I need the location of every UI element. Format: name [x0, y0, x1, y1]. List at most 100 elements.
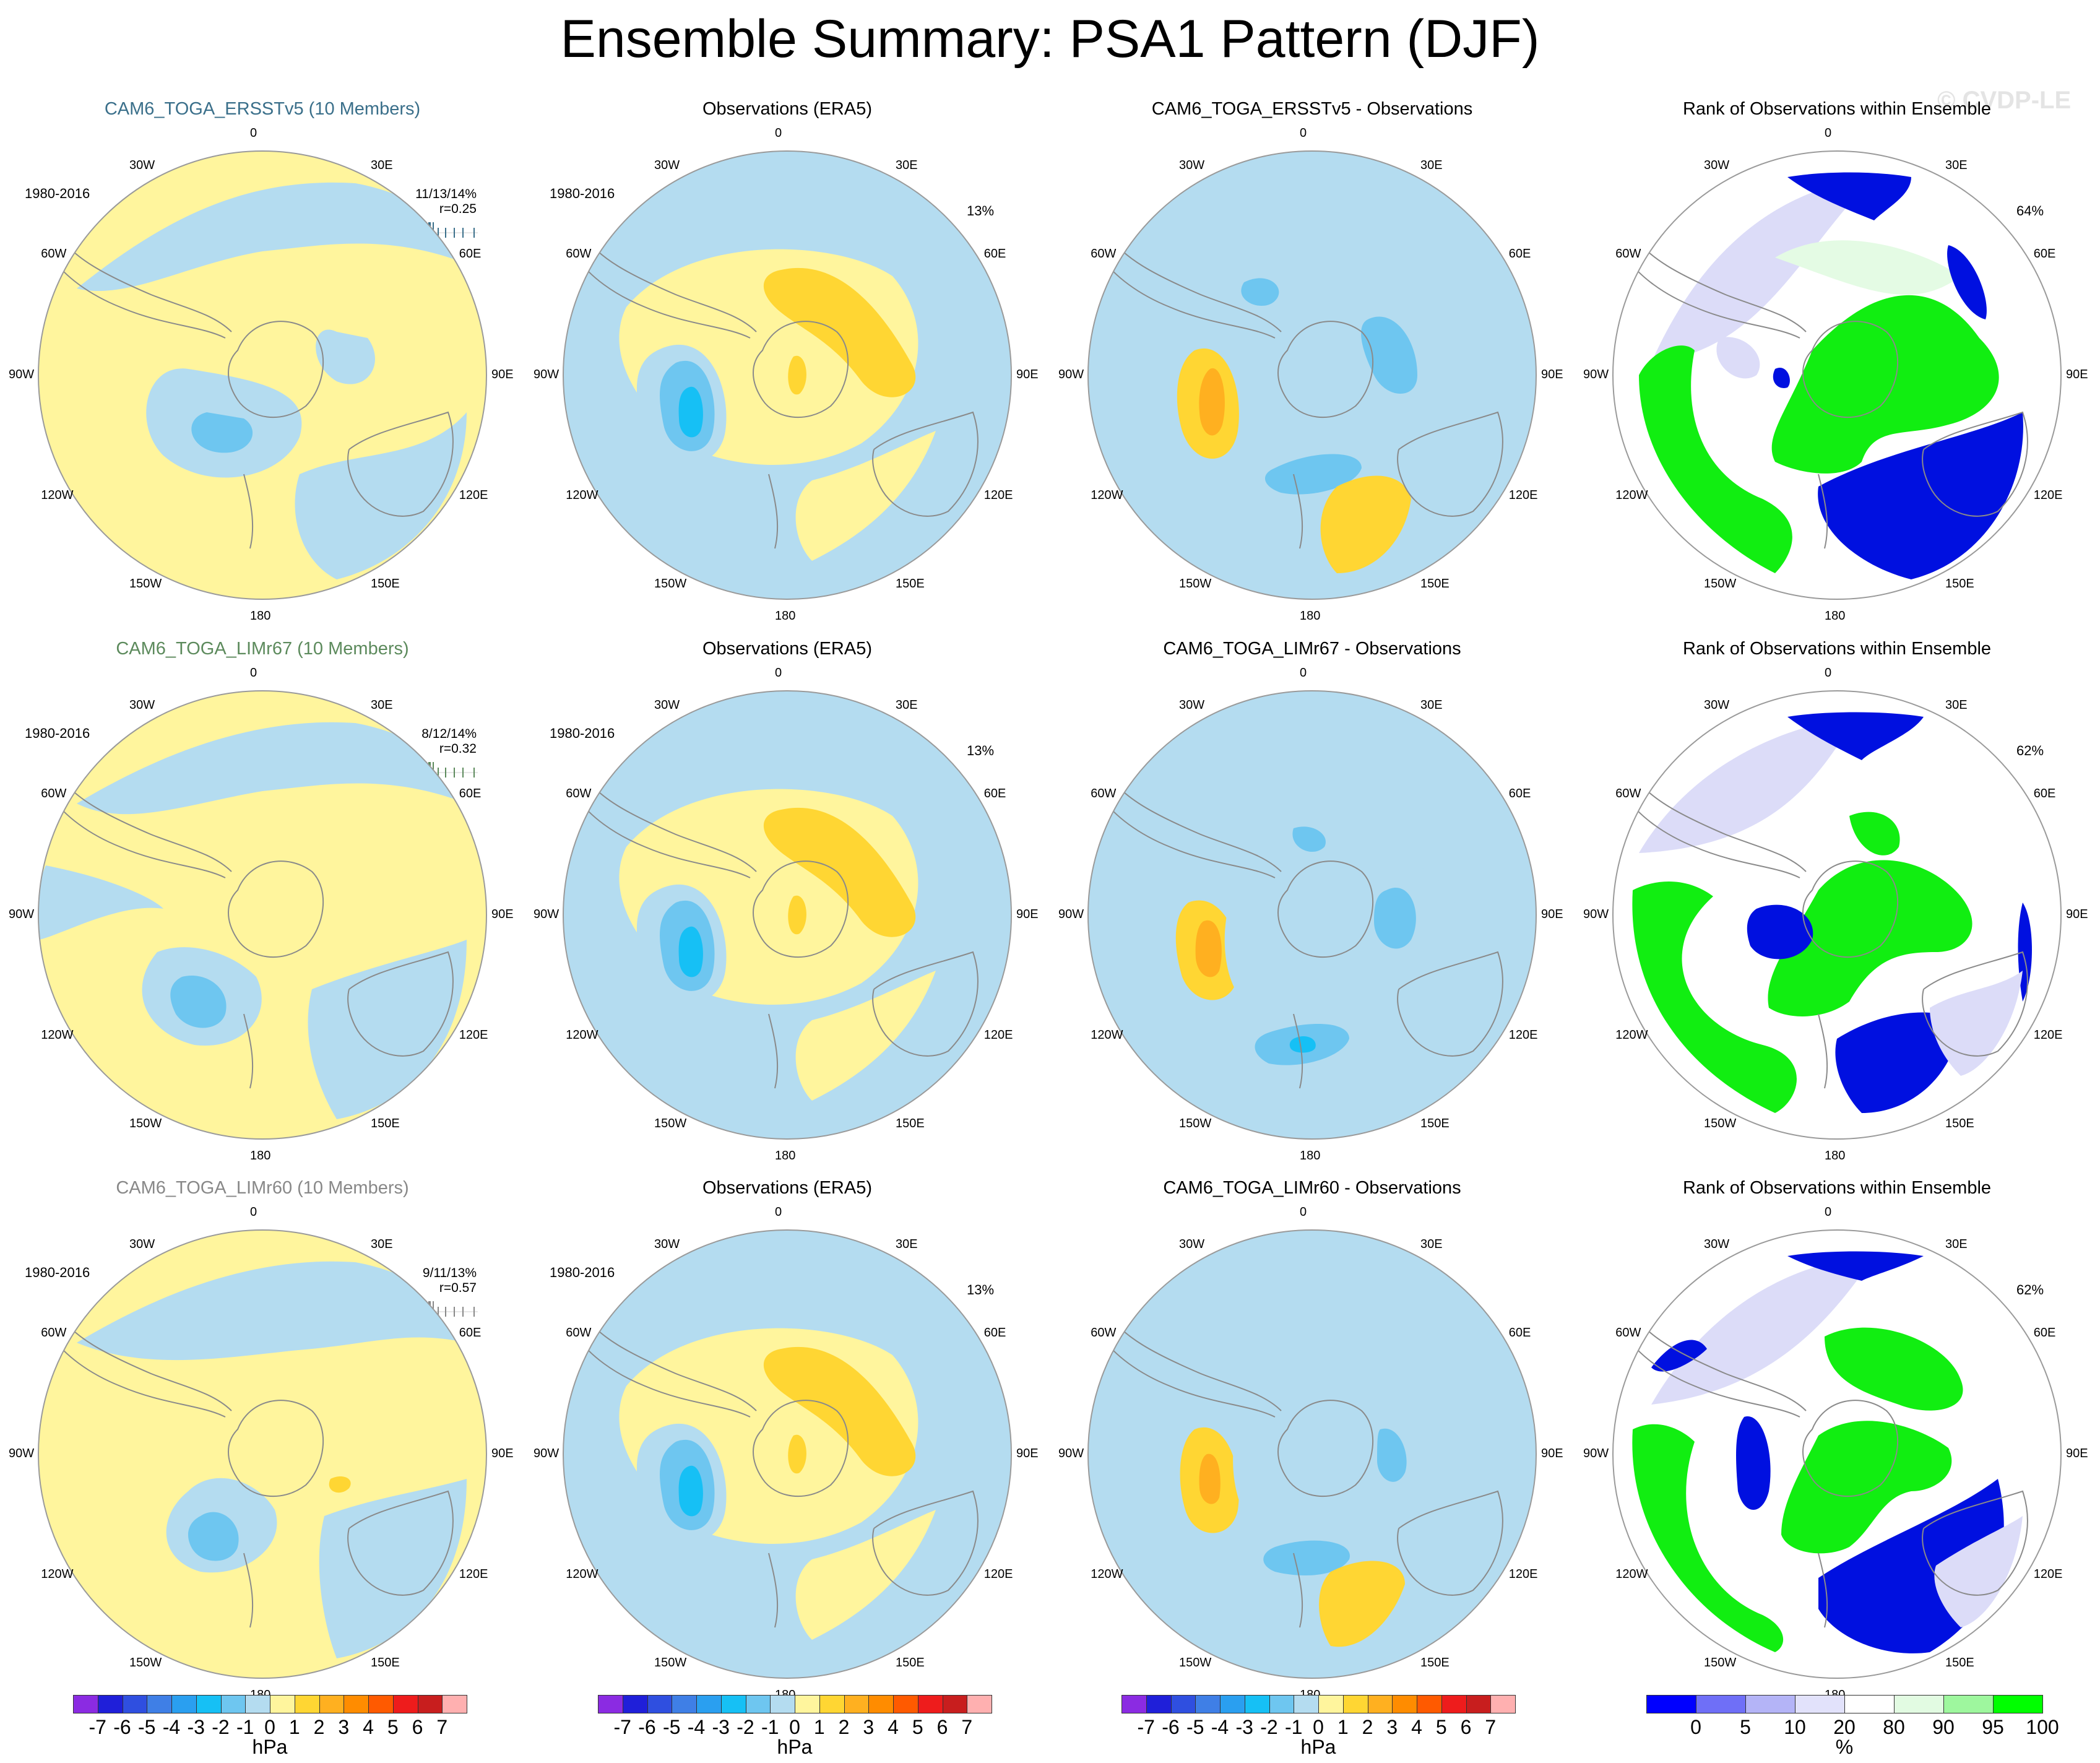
longitude-label: 120E [983, 488, 1013, 502]
panel-title: Rank of Observations within Ensemble [1682, 1178, 1992, 1198]
longitude-label: 30E [1420, 1237, 1443, 1252]
panel-rank-row2: Rank of Observations within Ensemble 62% 0… [1575, 639, 2099, 1177]
longitude-label: 60W [41, 787, 67, 800]
colorbar-tick-label: 20 [1833, 1716, 1856, 1738]
colorbar-swatch [220, 1695, 246, 1713]
colorbar-swatch [1269, 1695, 1295, 1713]
longitude-label: 60E [1508, 1326, 1531, 1340]
colorbar-tick-label: -7 [89, 1716, 106, 1738]
longitude-label: 120E [2033, 1028, 2063, 1042]
longitude-label: 30W [1704, 698, 1730, 713]
panel-title: Rank of Observations within Ensemble [1682, 639, 1992, 659]
longitude-label: 120E [1508, 1028, 1538, 1042]
colorbar-swatch [245, 1695, 270, 1713]
longitude-label: 30W [654, 698, 680, 713]
longitude-label: 60E [983, 787, 1006, 800]
ensemble-stats-label: 9/11/13% [422, 1266, 477, 1280]
colorbar-unit-label: hPa [1300, 1736, 1336, 1758]
longitude-label: 90E [2066, 907, 2088, 921]
panel-rank-row1: Rank of Observations within Ensemble 64% 0… [1575, 99, 2099, 638]
panel-observations-row3: Observations (ERA5) 1980-2016 13% 0 30E 60E 90… [525, 1178, 1050, 1717]
longitude-label: 30E [371, 698, 393, 713]
panel-difference-row1: CAM6_TOGA_ERSSTv5 - Observations 0 30E 60E 9… [1050, 99, 1575, 638]
period-label: 1980-2016 [550, 1265, 615, 1280]
longitude-label: 150W [1179, 576, 1212, 591]
longitude-label: 120E [459, 488, 488, 502]
polar-map [38, 150, 487, 600]
period-label: 1980-2016 [25, 1265, 90, 1280]
colorbar-swatch [196, 1695, 222, 1713]
longitude-label: 180 [1825, 609, 1846, 623]
longitude-label: 0 [250, 666, 257, 680]
longitude-label: 120E [459, 1567, 488, 1581]
percent-variance-label: 62% [2016, 1282, 2044, 1297]
longitude-label: 150W [1179, 1655, 1212, 1670]
longitude-label: 150E [1945, 1116, 1974, 1130]
longitude-label: 90E [2066, 1447, 2088, 1460]
panel-title: CAM6_TOGA_ERSSTv5 - Observations [1151, 99, 1473, 119]
colorbar-tick-label: 3 [1386, 1716, 1398, 1738]
percent-variance-label: 13% [967, 1282, 995, 1297]
colorbar-unit-label: hPa [777, 1736, 813, 1758]
longitude-label: 90E [1541, 368, 1563, 381]
longitude-label: 150W [129, 576, 162, 591]
colorbar-tick-label: -4 [1211, 1716, 1229, 1738]
colorbar-tick-label: -1 [761, 1716, 779, 1738]
colorbar-swatch [942, 1695, 968, 1713]
longitude-label: 150E [896, 1116, 925, 1130]
pattern-correlation-label: r=0.32 [439, 742, 477, 756]
longitude-label: 60E [983, 1326, 1006, 1340]
longitude-label: 30W [1179, 158, 1205, 173]
polar-map [563, 690, 1012, 1140]
colorbar-unit-label: % [1835, 1736, 1854, 1758]
longitude-label: 60E [459, 1326, 482, 1340]
longitude-label: 60W [566, 247, 592, 261]
longitude-label: 90W [1058, 1447, 1084, 1460]
colorbar-swatch [122, 1695, 148, 1713]
longitude-label: 120W [566, 488, 598, 502]
longitude-label: 150E [371, 1116, 400, 1130]
longitude-label: 120W [1615, 1028, 1648, 1042]
percent-variance-label: 13% [967, 203, 995, 219]
longitude-label: 120E [983, 1028, 1013, 1042]
longitude-label: 0 [775, 666, 782, 680]
colorbar-tick-label: -3 [187, 1716, 205, 1738]
colorbar-swatch [270, 1695, 295, 1713]
colorbar-tick-label: 5 [1740, 1716, 1751, 1738]
colorbar-tick-label: 6 [936, 1716, 948, 1738]
colorbar-tick-label: -5 [663, 1716, 681, 1738]
colorbar-rank: 0 5 10 20 80 90 95 100% [1646, 1695, 2059, 1763]
colorbar-tick-label: 0 [789, 1716, 800, 1738]
longitude-label: 60E [2033, 1326, 2056, 1340]
panel-title: CAM6_TOGA_LIMr60 (10 Members) [116, 1178, 409, 1198]
longitude-label: 180 [1300, 1149, 1321, 1163]
longitude-label: 120E [1508, 488, 1538, 502]
longitude-label: 120W [1091, 488, 1123, 502]
longitude-label: 90E [1541, 907, 1563, 921]
polar-map [1087, 1229, 1537, 1679]
colorbar-tick-label: 6 [1460, 1716, 1472, 1738]
longitude-label: 30E [1420, 698, 1443, 713]
longitude-label: 30E [1945, 698, 1968, 713]
colorbar-swatch [967, 1695, 992, 1713]
longitude-label: 60E [983, 247, 1006, 261]
longitude-label: 90E [1016, 368, 1039, 381]
longitude-label: 150W [654, 576, 687, 591]
colorbar-tick-label: 4 [1411, 1716, 1422, 1738]
panel-title: CAM6_TOGA_LIMr67 (10 Members) [116, 639, 409, 659]
colorbar-swatch [1745, 1695, 1795, 1713]
colorbar-swatch [344, 1695, 369, 1713]
colorbar-tick-label: 1 [1337, 1716, 1349, 1738]
polar-map [1612, 1229, 2062, 1679]
colorbar-tick-label: -3 [712, 1716, 730, 1738]
longitude-label: 120W [566, 1028, 598, 1042]
longitude-label: 120W [41, 1028, 74, 1042]
longitude-label: 90W [9, 1447, 35, 1460]
longitude-label: 120E [2033, 1567, 2063, 1581]
colorbar-swatch [1466, 1695, 1492, 1713]
colorbar-swatch [442, 1695, 467, 1713]
longitude-label: 120W [41, 1567, 74, 1581]
panel-observations-row1: Observations (ERA5) 1980-2016 13% 0 30E 60E 90… [525, 99, 1050, 638]
colorbar-swatch [1170, 1695, 1196, 1713]
colorbar-swatch [368, 1695, 394, 1713]
